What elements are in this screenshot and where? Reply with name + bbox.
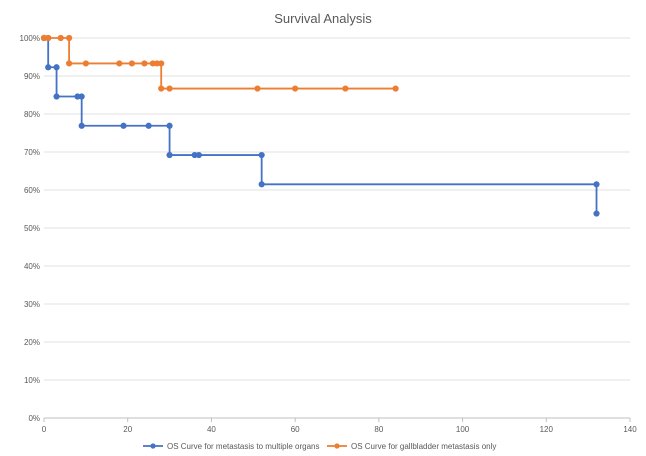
series-layer [40, 34, 600, 217]
data-point [166, 85, 173, 92]
grid-layer [44, 37, 630, 419]
data-point [141, 60, 148, 67]
series-2 [40, 34, 399, 92]
data-point [158, 60, 165, 67]
data-point [258, 181, 265, 188]
legend: OS Curve for metastasis to multiple orga… [143, 442, 496, 451]
data-point [166, 122, 173, 129]
y-tick-label: 90% [24, 72, 40, 81]
y-tick-label: 40% [24, 262, 40, 271]
y-tick-label: 20% [24, 338, 40, 347]
chart-title: Survival Analysis [274, 11, 372, 26]
data-point [116, 60, 123, 67]
legend-item: OS Curve for gallbladder metastasis only [327, 442, 496, 451]
legend-marker [334, 443, 340, 449]
data-point [120, 122, 127, 129]
legend-marker [150, 443, 156, 449]
x-tick-label: 40 [207, 425, 216, 434]
x-tick-label: 20 [123, 425, 132, 434]
data-point [258, 151, 265, 159]
data-point [254, 85, 261, 92]
series-line [44, 37, 396, 90]
x-tick-label: 120 [540, 425, 554, 434]
data-point [82, 60, 89, 67]
data-point [78, 122, 85, 129]
x-tick-label: 60 [291, 425, 300, 434]
data-point [45, 64, 52, 71]
data-point [145, 122, 152, 129]
y-tick-label: 10% [24, 376, 40, 385]
data-point [392, 85, 399, 92]
y-tick-label: 80% [24, 110, 40, 119]
y-tick-label: 60% [24, 186, 40, 195]
y-tick-label: 50% [24, 224, 40, 233]
x-tick-label: 100 [456, 425, 470, 434]
y-tick-label: 70% [24, 148, 40, 157]
data-point [195, 151, 202, 159]
data-point [128, 60, 135, 67]
data-point [593, 181, 600, 188]
legend-item: OS Curve for metastasis to multiple orga… [143, 442, 320, 451]
y-tick-label: 30% [24, 300, 40, 309]
y-tick-label: 0% [28, 414, 40, 423]
data-point [66, 60, 73, 67]
data-point [53, 64, 60, 71]
series-1 [40, 34, 600, 217]
legend-label: OS Curve for gallbladder metastasis only [351, 442, 496, 451]
data-point [593, 210, 600, 217]
x-tick-label: 80 [374, 425, 383, 434]
data-point [342, 85, 349, 92]
data-point [66, 34, 73, 42]
data-point [45, 34, 52, 42]
axis-layer: 0% 10% 20% 30% 40% 50% 60% 70% 80% 90% 100% 0 20 40 60… [20, 34, 638, 434]
data-point [292, 85, 299, 92]
y-tick-label: 100% [20, 34, 40, 43]
data-point [78, 93, 85, 100]
legend-label: OS Curve for metastasis to multiple orga… [167, 442, 320, 451]
data-point [166, 151, 173, 159]
data-point [57, 34, 64, 42]
data-point [158, 85, 165, 92]
x-tick-label: 0 [42, 425, 47, 434]
data-point [53, 93, 60, 100]
x-tick-label: 140 [623, 425, 637, 434]
